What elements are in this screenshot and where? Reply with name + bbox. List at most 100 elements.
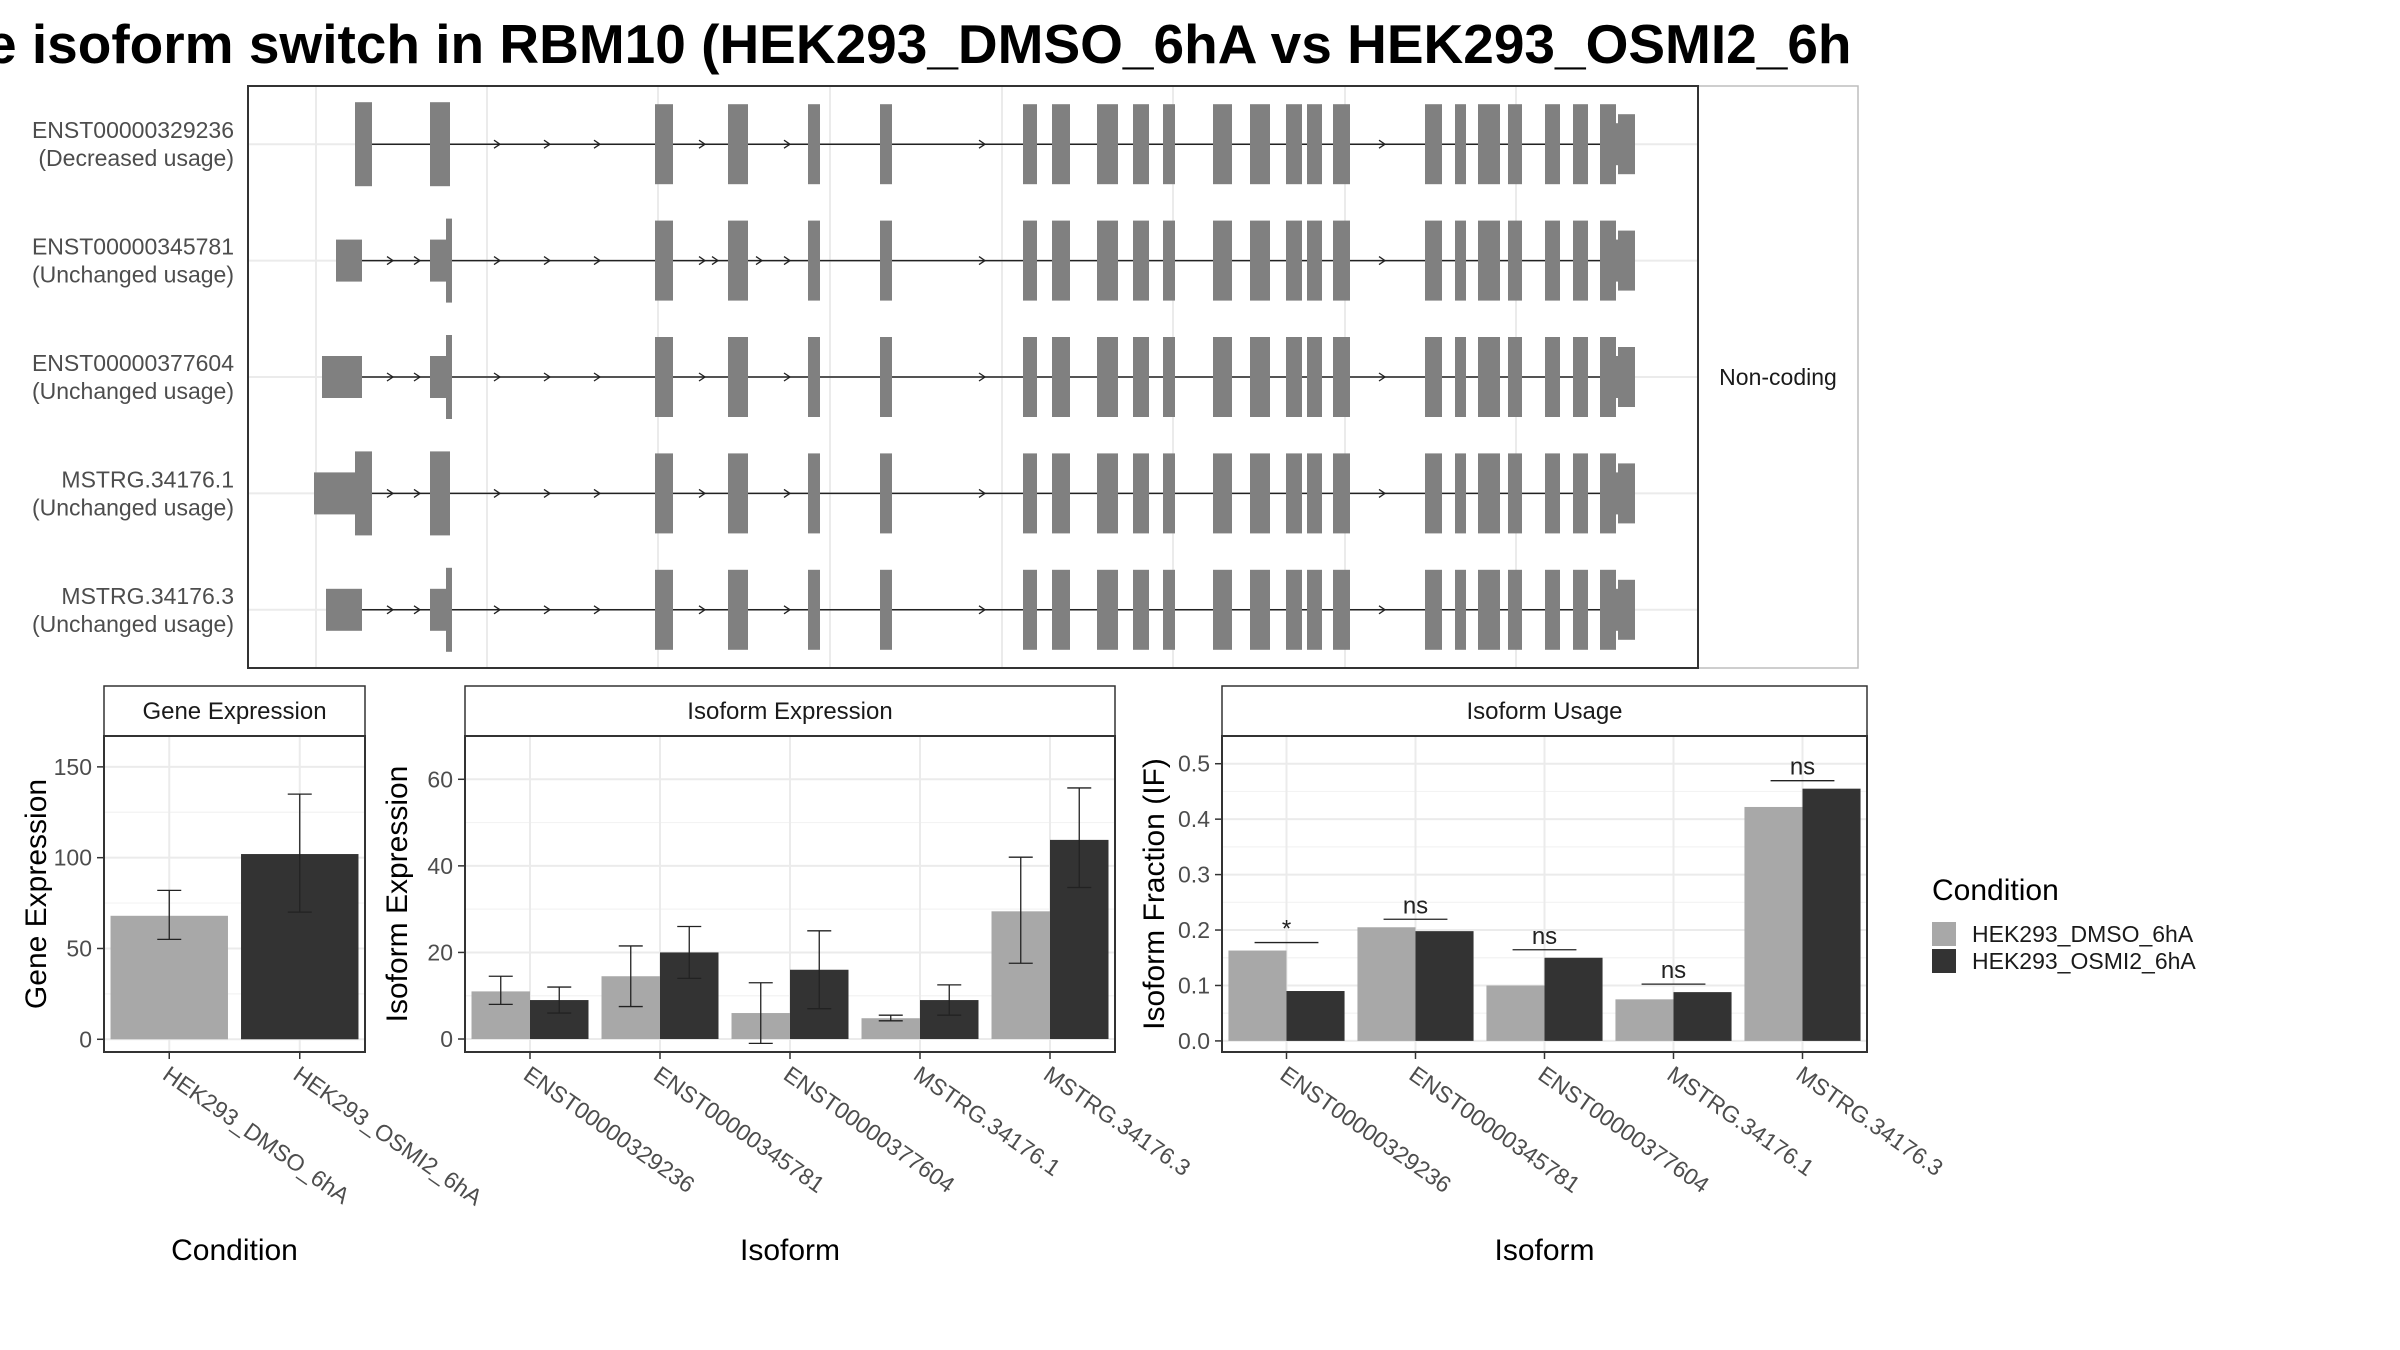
exon-block bbox=[1307, 569, 1322, 650]
exon-block bbox=[1425, 337, 1442, 417]
exon-block bbox=[1023, 220, 1037, 301]
exon-block bbox=[1133, 220, 1149, 301]
intron-arrow bbox=[493, 605, 502, 615]
exon-block bbox=[1250, 569, 1270, 650]
intron-arrow bbox=[413, 256, 422, 266]
exon-block bbox=[880, 569, 892, 650]
intron-arrow bbox=[386, 488, 395, 498]
intron-arrow bbox=[593, 372, 602, 382]
exon-block bbox=[446, 335, 452, 419]
exon-block bbox=[1478, 453, 1500, 534]
exon-block bbox=[1023, 104, 1037, 185]
exon-block bbox=[430, 451, 450, 536]
exon-block bbox=[1508, 104, 1522, 185]
isoform-axis-label: MSTRG.34176.1 bbox=[61, 466, 234, 492]
intron-arrow bbox=[1378, 605, 1387, 615]
exon-block bbox=[355, 102, 372, 187]
intron-arrow bbox=[1378, 488, 1387, 498]
exon-block bbox=[1573, 337, 1588, 417]
exon-block bbox=[1425, 220, 1442, 301]
exon-block bbox=[880, 220, 892, 301]
exon-block bbox=[1478, 337, 1500, 417]
significance-label: ns bbox=[1403, 892, 1428, 919]
exon-block bbox=[1333, 104, 1350, 185]
y-tick-label: 50 bbox=[66, 935, 92, 961]
facet-strip bbox=[103, 685, 366, 737]
exon-block bbox=[1455, 569, 1466, 650]
exon-block bbox=[655, 220, 673, 301]
exon-block bbox=[1097, 569, 1118, 650]
exon-block bbox=[1213, 453, 1232, 534]
exon-block bbox=[1307, 453, 1322, 534]
exon-block bbox=[1573, 453, 1588, 534]
figure-title-text: e isoform switch in RBM10 (HEK293_DMSO_6… bbox=[0, 13, 1852, 75]
intron-arrow bbox=[783, 139, 792, 149]
legend-key bbox=[1932, 949, 1956, 973]
exon-block bbox=[1213, 104, 1232, 185]
intron-arrow bbox=[978, 605, 987, 615]
exon-block bbox=[880, 453, 892, 534]
y-tick-label: 60 bbox=[427, 766, 453, 792]
exon-block bbox=[1213, 337, 1232, 417]
intron-arrow bbox=[978, 488, 987, 498]
exon-block bbox=[880, 104, 892, 185]
exon-block bbox=[1286, 104, 1302, 185]
exon-block bbox=[1455, 220, 1466, 301]
bar bbox=[1744, 806, 1803, 1041]
facet-title: Gene Expression bbox=[142, 698, 326, 725]
exon-block bbox=[808, 453, 820, 534]
facet-title: Isoform Usage bbox=[1466, 698, 1622, 725]
exon-block bbox=[1163, 220, 1175, 301]
significance-label: * bbox=[1282, 916, 1291, 943]
facet-title: Isoform Expression bbox=[687, 698, 892, 725]
exon-block bbox=[808, 569, 820, 650]
structure-panel-border bbox=[247, 85, 1699, 669]
exon-block-utr bbox=[1600, 356, 1635, 398]
exon-block bbox=[1573, 220, 1588, 301]
exon-block bbox=[430, 239, 446, 282]
exon-block bbox=[1545, 337, 1560, 417]
exon-block bbox=[1478, 569, 1500, 650]
intron-arrow bbox=[493, 372, 502, 382]
exon-block bbox=[655, 569, 673, 650]
bar bbox=[1415, 931, 1474, 1041]
y-tick-label: 0 bbox=[440, 1026, 453, 1052]
y-tick-label: 0.0 bbox=[1178, 1028, 1210, 1054]
panel-border bbox=[103, 735, 366, 1053]
exon-block bbox=[808, 220, 820, 301]
exon-block bbox=[728, 220, 748, 301]
bar bbox=[1357, 927, 1416, 1041]
exon-block bbox=[728, 453, 748, 534]
x-axis-title: Condition bbox=[171, 1234, 298, 1267]
intron-arrow bbox=[698, 139, 707, 149]
intron-arrow bbox=[593, 256, 602, 266]
exon-block bbox=[1133, 453, 1149, 534]
exon-block bbox=[1052, 453, 1070, 534]
exon-block bbox=[1307, 337, 1322, 417]
exon-block bbox=[1455, 337, 1466, 417]
exon-block bbox=[446, 567, 452, 652]
exon-block bbox=[1097, 337, 1118, 417]
structure-strip bbox=[1697, 85, 1859, 669]
facet-strip bbox=[464, 685, 1116, 737]
exon-block bbox=[808, 337, 820, 417]
exon-block bbox=[1250, 220, 1270, 301]
intron-arrow bbox=[413, 372, 422, 382]
exon-block bbox=[1213, 220, 1232, 301]
figure-title: e isoform switch in RBM10 (HEK293_DMSO_6… bbox=[0, 8, 2400, 80]
exon-block bbox=[1163, 337, 1175, 417]
x-axis-title: Isoform bbox=[1494, 1234, 1594, 1267]
exon-block bbox=[1133, 104, 1149, 185]
isoform-axis-label: ENST00000377604 bbox=[32, 350, 234, 376]
exon-block bbox=[326, 588, 362, 631]
exon-block bbox=[1023, 337, 1037, 417]
exon-block bbox=[1573, 569, 1588, 650]
exon-block bbox=[1052, 220, 1070, 301]
y-tick-label: 100 bbox=[54, 845, 92, 871]
exon-block bbox=[430, 102, 450, 187]
exon-block bbox=[336, 239, 362, 282]
exon-block bbox=[1286, 220, 1302, 301]
exon-block bbox=[430, 588, 446, 631]
intron-arrow bbox=[413, 488, 422, 498]
exon-block bbox=[1425, 453, 1442, 534]
